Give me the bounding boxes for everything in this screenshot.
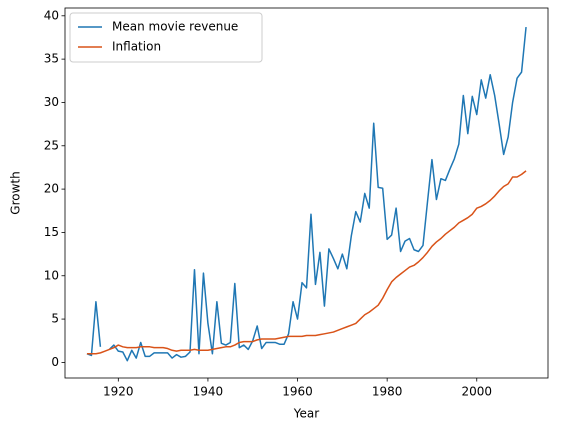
y-tick-label: 35	[44, 52, 59, 66]
y-tick-label: 25	[44, 138, 59, 152]
y-tick-label: 15	[44, 225, 59, 239]
line-series	[86, 170, 527, 355]
line-series	[86, 26, 527, 362]
plot-frame	[64, 7, 549, 379]
y-tick-label: 40	[44, 8, 59, 22]
x-tick-label: 1940	[193, 385, 224, 399]
y-tick-label: 0	[51, 355, 59, 369]
x-tick-label: 1960	[282, 385, 313, 399]
x-tick-label: 1980	[372, 385, 403, 399]
x-tick-label: 1920	[103, 385, 134, 399]
y-tick-label: 5	[51, 312, 59, 326]
legend-label: Inflation	[112, 40, 161, 54]
y-axis-label: Growth	[9, 171, 23, 214]
legend-box	[69, 12, 263, 63]
y-tick-label: 20	[44, 182, 59, 196]
y-tick-label: 30	[44, 95, 59, 109]
y-tick-label: 10	[44, 268, 59, 282]
legend-label: Mean movie revenue	[112, 20, 238, 34]
x-tick-label: 2000	[461, 385, 492, 399]
x-axis-label: Year	[293, 407, 319, 421]
